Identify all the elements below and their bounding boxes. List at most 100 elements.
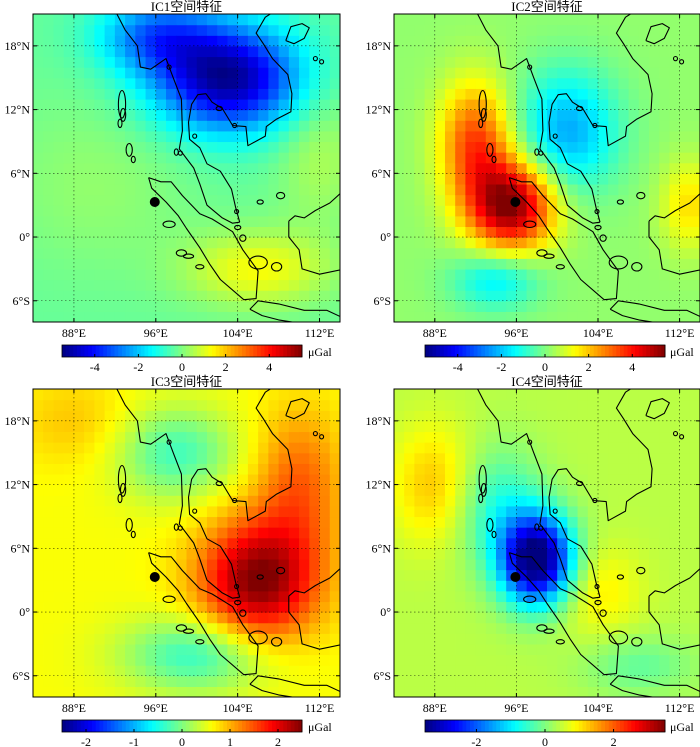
heatmap-cell bbox=[114, 152, 126, 164]
heatmap-cell bbox=[608, 495, 619, 507]
heatmap-cell bbox=[33, 410, 44, 422]
heatmap-cell bbox=[577, 268, 589, 281]
heatmap-cell bbox=[679, 237, 691, 249]
heatmap-cell bbox=[638, 410, 650, 422]
heatmap-cell bbox=[536, 431, 548, 443]
heatmap-cell bbox=[496, 654, 507, 666]
heatmap-cell bbox=[155, 420, 167, 433]
heatmap-cell bbox=[63, 569, 75, 581]
heatmap-cell bbox=[299, 45, 310, 58]
heatmap-cell bbox=[669, 45, 681, 58]
heatmap-cell bbox=[299, 35, 310, 47]
heatmap-cell bbox=[669, 675, 681, 687]
heatmap-cell bbox=[166, 152, 177, 164]
heatmap-cell bbox=[43, 215, 55, 228]
heatmap-cell bbox=[485, 516, 497, 528]
heatmap-cell bbox=[516, 686, 528, 697]
heatmap-cell bbox=[506, 258, 517, 270]
heatmap-cell bbox=[43, 686, 55, 697]
heatmap-cell bbox=[63, 130, 75, 143]
heatmap-cell bbox=[227, 643, 239, 656]
heatmap-cell bbox=[186, 226, 198, 238]
heatmap-cell bbox=[689, 675, 700, 687]
heatmap-cell bbox=[247, 643, 259, 656]
heatmap-cell bbox=[475, 612, 487, 624]
heatmap-cell bbox=[445, 194, 456, 206]
heatmap-cell bbox=[94, 399, 106, 411]
heatmap-cell bbox=[628, 247, 640, 259]
heatmap-cell bbox=[414, 463, 426, 475]
heatmap-cell bbox=[526, 152, 538, 164]
heatmap-cell bbox=[455, 98, 466, 111]
heatmap-cell bbox=[329, 183, 340, 196]
heatmap-cell bbox=[227, 45, 239, 58]
colorbar-segment bbox=[533, 345, 538, 357]
heatmap-cell bbox=[135, 580, 147, 592]
heatmap-cell bbox=[258, 237, 269, 249]
heatmap-cell bbox=[638, 675, 650, 687]
island bbox=[234, 208, 240, 215]
heatmap-cell bbox=[516, 237, 528, 249]
colorbar-tick-label: -4 bbox=[453, 360, 463, 374]
heatmap-cell bbox=[145, 431, 157, 443]
heatmap-cell bbox=[404, 389, 415, 401]
heatmap-cell bbox=[73, 35, 85, 47]
heatmap-cell bbox=[465, 14, 477, 26]
heatmap-cell bbox=[577, 67, 589, 79]
heatmap-cell bbox=[217, 311, 229, 322]
heatmap-cell bbox=[445, 612, 456, 624]
heatmap-cell bbox=[299, 473, 310, 486]
heatmap-cell bbox=[217, 484, 229, 496]
colorbar-segment bbox=[103, 720, 108, 732]
heatmap-cell bbox=[557, 237, 568, 249]
heatmap-cell bbox=[659, 505, 670, 518]
heatmap-cell bbox=[638, 537, 650, 549]
heatmap-cell bbox=[475, 290, 487, 302]
heatmap-cell bbox=[258, 173, 269, 185]
heatmap-cell bbox=[679, 183, 691, 196]
heatmap-cell bbox=[166, 601, 177, 613]
heatmap-cell bbox=[506, 205, 517, 217]
heatmap-cell bbox=[445, 665, 456, 677]
heatmap-cell bbox=[475, 268, 487, 281]
heatmap-cell bbox=[258, 152, 269, 164]
heatmap-cell bbox=[598, 311, 609, 322]
heatmap-cell bbox=[567, 633, 579, 645]
heatmap-cell bbox=[526, 420, 538, 433]
island bbox=[256, 199, 264, 205]
heatmap-cell bbox=[506, 495, 517, 507]
heatmap-cell bbox=[557, 633, 568, 645]
heatmap-cell bbox=[176, 67, 188, 79]
heatmap-cell bbox=[319, 654, 331, 666]
heatmap-cell bbox=[196, 77, 208, 89]
heatmap-cell bbox=[53, 120, 65, 132]
heatmap-cell bbox=[455, 205, 466, 217]
heatmap-cell bbox=[73, 173, 85, 185]
colorbar-segment bbox=[238, 720, 243, 732]
heatmap-cell bbox=[288, 56, 300, 68]
heatmap-cell bbox=[299, 279, 310, 291]
heatmap-cell bbox=[258, 643, 269, 656]
heatmap-cell bbox=[299, 215, 310, 228]
heatmap-cell bbox=[526, 484, 538, 496]
heatmap-cell bbox=[526, 410, 538, 422]
heatmap-cell bbox=[598, 505, 609, 518]
colorbar-segment bbox=[193, 720, 198, 732]
heatmap-cell bbox=[679, 527, 691, 539]
heatmap-cell bbox=[247, 152, 259, 164]
heatmap-cell bbox=[278, 442, 290, 454]
heatmap-cell bbox=[176, 311, 188, 322]
heatmap-cell bbox=[63, 98, 75, 111]
heatmap-cell bbox=[496, 686, 507, 697]
heatmap-cell bbox=[278, 67, 290, 79]
heatmap-cell bbox=[329, 548, 340, 560]
heatmap-cell bbox=[475, 473, 487, 486]
colorbar-segment bbox=[227, 345, 232, 357]
heatmap-cell bbox=[649, 505, 660, 518]
heatmap-cell bbox=[628, 527, 640, 539]
lat-tick-label: 6°S bbox=[374, 294, 391, 308]
colorbar-segment bbox=[466, 720, 471, 732]
heatmap-cell bbox=[94, 686, 106, 697]
heatmap-cell bbox=[557, 612, 568, 624]
